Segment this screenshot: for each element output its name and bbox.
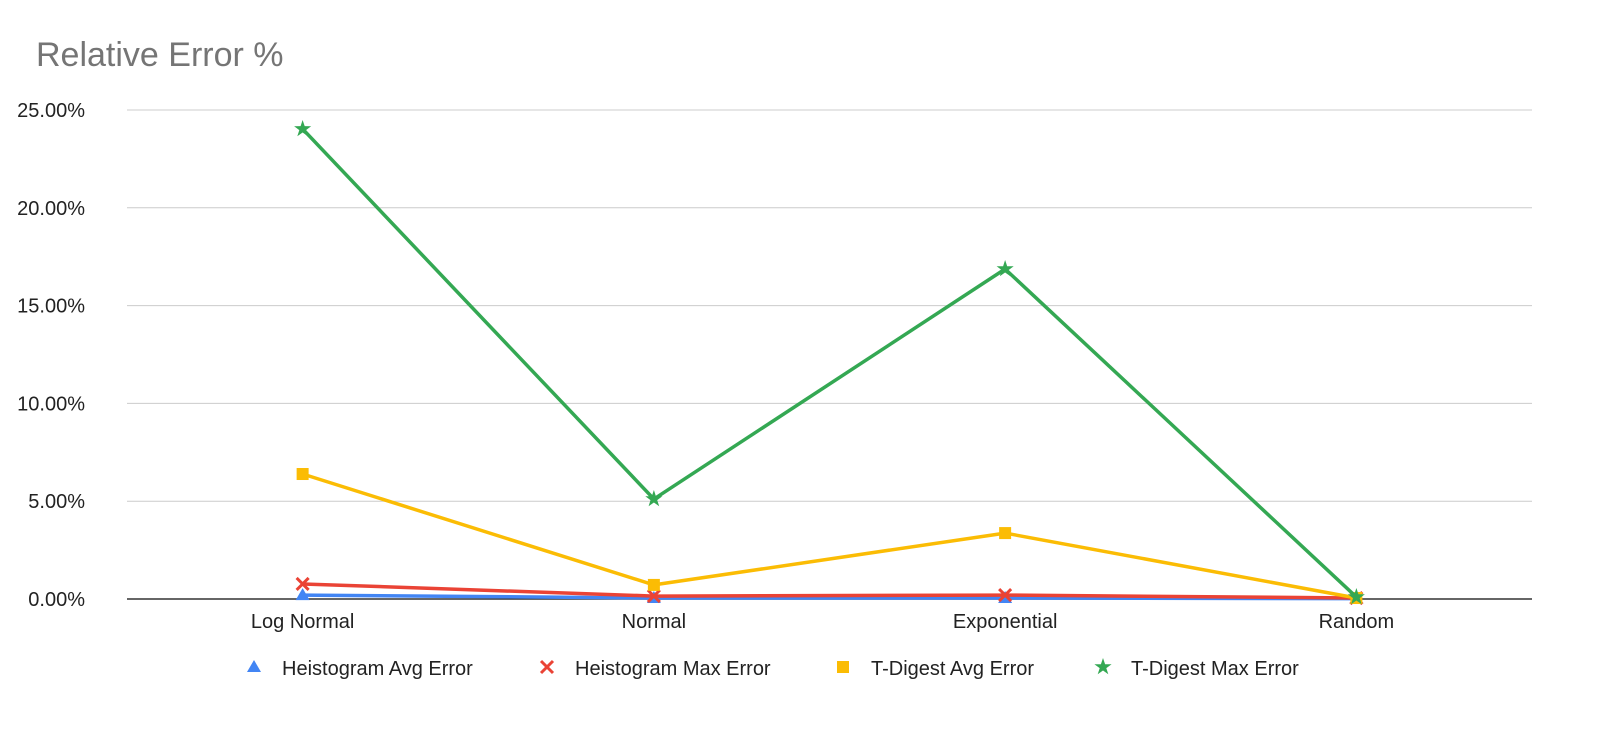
legend-label: T-Digest Avg Error	[871, 658, 1034, 680]
x-icon	[539, 659, 555, 675]
x-tick-label: Random	[1319, 611, 1395, 633]
legend-label: T-Digest Max Error	[1131, 658, 1299, 680]
star-marker	[1347, 588, 1365, 605]
x-tick-label: Exponential	[953, 611, 1058, 633]
series-line	[302, 593, 1357, 601]
x-marker	[998, 588, 1013, 603]
x-marker	[295, 576, 310, 591]
chart-title: Relative Error %	[36, 36, 284, 74]
y-tick-label: 5.00%	[28, 491, 85, 513]
series-t-digest-max-error	[294, 120, 1365, 605]
star-marker	[996, 260, 1014, 277]
square-marker	[296, 468, 309, 481]
legend-label: Heistogram Avg Error	[282, 658, 473, 680]
y-tick-label: 10.00%	[17, 393, 85, 415]
series-t-digest-avg-error	[296, 468, 1363, 605]
series-line	[302, 582, 1357, 600]
star-marker	[294, 120, 312, 137]
legend-item: T-Digest Max Error	[1094, 658, 1299, 680]
square-icon	[837, 661, 849, 673]
x-marker	[646, 589, 661, 604]
triangle-icon	[247, 660, 261, 672]
y-tick-label: 0.00%	[28, 589, 85, 611]
square-marker	[647, 578, 660, 591]
legend-item: Heistogram Avg Error	[247, 658, 473, 680]
triangle-marker	[295, 588, 310, 601]
x-tick-label: Normal	[622, 611, 686, 633]
series-line	[301, 127, 1358, 599]
series-line	[302, 472, 1357, 600]
x-tick-label: Log Normal	[251, 611, 354, 633]
y-tick-label: 25.00%	[17, 100, 85, 122]
legend-label: Heistogram Max Error	[575, 658, 771, 680]
y-tick-label: 20.00%	[17, 198, 85, 220]
legend-item: Heistogram Max Error	[539, 658, 771, 680]
legend-item: T-Digest Avg Error	[837, 658, 1034, 680]
square-marker	[999, 527, 1012, 540]
series-heistogram-max-error	[295, 576, 1364, 606]
star-marker	[645, 490, 663, 507]
star-icon	[1094, 658, 1112, 675]
y-tick-label: 15.00%	[17, 296, 85, 318]
